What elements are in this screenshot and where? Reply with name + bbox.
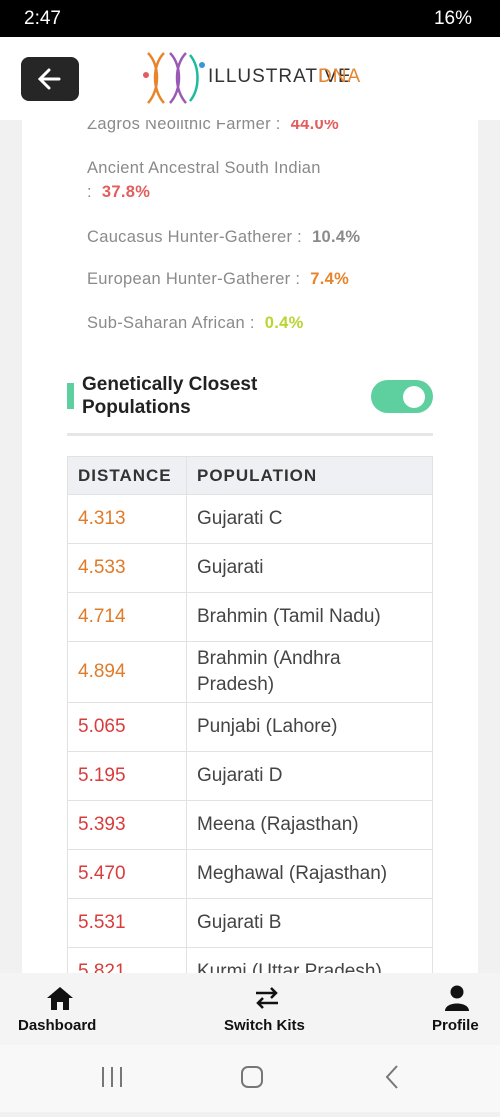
table-row: 4.313 Gujarati C [67, 494, 433, 544]
population-cell: Gujarati B [186, 898, 433, 948]
column-header: POPULATION [186, 456, 433, 495]
distance-cell: 5.065 [67, 702, 187, 752]
population-cell: Meghawal (Rajasthan) [186, 849, 433, 899]
population-cell: Gujarati D [186, 751, 433, 801]
population-cell: Gujarati [186, 543, 433, 593]
ancestry-value: 37.8% [101, 183, 151, 201]
ancestry-value: 7.4% [310, 270, 350, 288]
battery: 16% [433, 8, 472, 29]
ancestry-value: 0.4% [264, 314, 304, 332]
system-buttons [102, 1065, 398, 1089]
nav-profile[interactable]: Profile [432, 1017, 479, 1034]
ancestry-label: European Hunter-Gatherer : [87, 270, 301, 288]
ancestry-item: Caucasus Hunter-Gatherer : 10.4% [87, 225, 387, 249]
ancestry-label: Sub-Saharan African : [87, 314, 255, 332]
nav-switch-kits[interactable]: Switch Kits [224, 1017, 305, 1034]
toggle[interactable] [371, 380, 433, 413]
table-row: 4.894 Brahmin (Andhra Pradesh) [67, 641, 433, 703]
population-cell: Brahmin (Tamil Nadu) [186, 592, 433, 642]
table-row: 4.533 Gujarati [67, 543, 433, 593]
table-row: 5.531 Gujarati B [67, 898, 433, 948]
logo-mark [143, 52, 205, 104]
population-cell: Gujarati C [186, 494, 433, 544]
distance-cell: 4.894 [67, 641, 187, 703]
populations-table: DISTANCE POPULATION 4.313 Gujarati C 4.533… [67, 456, 433, 997]
nav-dashboard[interactable]: Dashboard [18, 1017, 97, 1034]
status-bar: 2:47 16% [0, 0, 500, 37]
home-icon [47, 987, 73, 1010]
table-row: 4.714 Brahmin (Tamil Nadu) [67, 592, 433, 642]
distance-cell: 5.531 [67, 898, 187, 948]
distance-cell: 5.470 [67, 849, 187, 899]
table-row: 5.195 Gujarati D [67, 751, 433, 801]
population-cell: Meena (Rajasthan) [186, 800, 433, 850]
section-marker [67, 383, 74, 409]
table-row: 5.470 Meghawal (Rajasthan) [67, 849, 433, 899]
distance-cell: 4.313 [67, 494, 187, 544]
ancestry-value: 10.4% [312, 228, 361, 246]
back-icon [37, 68, 61, 90]
ancestry-item: Sub-Saharan African : 0.4% [87, 311, 387, 335]
divider [67, 433, 433, 436]
switch-icon [256, 987, 278, 1009]
ancestry-label: Caucasus Hunter-Gatherer : [87, 228, 303, 246]
bottom-nav: Dashboard Switch Kits Profile [0, 973, 500, 1045]
profile-icon [445, 985, 469, 1011]
distance-cell: 4.714 [67, 592, 187, 642]
population-cell: Brahmin (Andhra Pradesh) [186, 641, 433, 703]
section-title: Genetically Closest Populations [82, 374, 258, 418]
table-row: 5.065 Punjabi (Lahore) [67, 702, 433, 752]
column-header: DISTANCE [67, 456, 187, 495]
table-row: 5.393 Meena (Rajasthan) [67, 800, 433, 850]
back-button[interactable] [21, 57, 79, 101]
ancestry-item: Ancient Ancestral South Indian :37.8% [87, 156, 387, 204]
distance-cell: 5.393 [67, 800, 187, 850]
distance-cell: 5.195 [67, 751, 187, 801]
ancestry-label: Ancient Ancestral South Indian : [87, 159, 321, 201]
logo-accent: DNA [318, 66, 362, 87]
distance-cell: 4.533 [67, 543, 187, 593]
population-cell: Punjabi (Lahore) [186, 702, 433, 752]
header: ILLUSTRATIVE DNA [0, 37, 500, 120]
logo-text: ILLUSTRATIVE [208, 66, 352, 87]
clock: 2:47 [24, 8, 61, 29]
ancestry-item: European Hunter-Gatherer : 7.4% [87, 267, 387, 291]
system-nav [0, 1045, 500, 1112]
